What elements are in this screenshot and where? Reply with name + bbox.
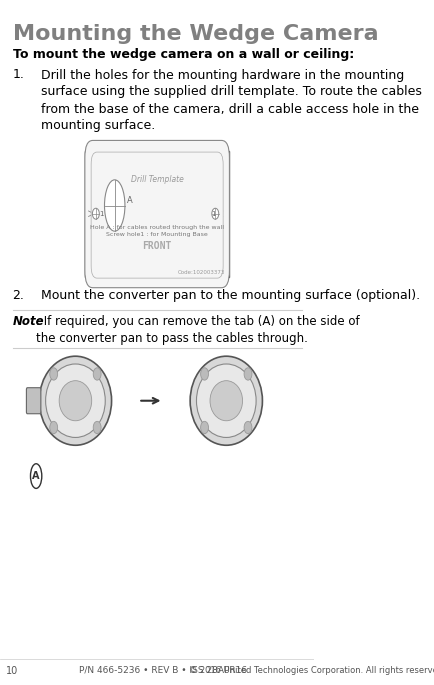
Text: FRONT: FRONT [142, 241, 172, 251]
Ellipse shape [244, 368, 252, 380]
Text: Drill the holes for the mounting hardware in the mounting
surface using the supp: Drill the holes for the mounting hardwar… [41, 68, 422, 132]
Ellipse shape [93, 421, 101, 434]
Text: 2.: 2. [13, 289, 24, 302]
Text: © 2016 United Technologies Corporation. All rights reserved: © 2016 United Technologies Corporation. … [189, 666, 434, 675]
Text: Mounting the Wedge Camera: Mounting the Wedge Camera [13, 24, 378, 44]
FancyBboxPatch shape [26, 388, 41, 414]
Text: 1: 1 [99, 211, 104, 216]
Ellipse shape [50, 421, 58, 434]
Ellipse shape [39, 356, 112, 445]
Text: To mount the wedge camera on a wall or ceiling:: To mount the wedge camera on a wall or c… [13, 48, 354, 61]
Ellipse shape [93, 368, 101, 380]
Text: 10: 10 [6, 666, 19, 676]
Ellipse shape [92, 208, 99, 219]
FancyBboxPatch shape [85, 151, 230, 277]
Ellipse shape [46, 364, 105, 438]
Text: Code:102003373: Code:102003373 [178, 271, 225, 275]
Text: A: A [127, 195, 132, 205]
FancyBboxPatch shape [85, 140, 230, 288]
Text: P/N 466-5236 • REV B • ISS 28APR16: P/N 466-5236 • REV B • ISS 28APR16 [79, 666, 247, 675]
Ellipse shape [201, 421, 208, 434]
Ellipse shape [59, 381, 92, 421]
Text: Mount the converter pan to the mounting surface (optional).: Mount the converter pan to the mounting … [41, 289, 420, 302]
Circle shape [30, 464, 42, 488]
Text: Screw hole1 : for Mounting Base: Screw hole1 : for Mounting Base [106, 232, 208, 236]
Ellipse shape [201, 368, 208, 380]
Text: 1: 1 [211, 211, 216, 216]
Text: A: A [33, 471, 40, 481]
Text: Note: Note [13, 315, 44, 328]
FancyBboxPatch shape [91, 152, 223, 278]
Ellipse shape [244, 421, 252, 434]
Ellipse shape [50, 368, 58, 380]
Text: Drill Template: Drill Template [131, 175, 184, 184]
Ellipse shape [105, 180, 125, 232]
Ellipse shape [197, 364, 256, 438]
Text: 1.: 1. [13, 68, 24, 82]
Ellipse shape [212, 208, 219, 219]
Ellipse shape [210, 381, 243, 421]
Text: Hole A : for cables routed through the wall: Hole A : for cables routed through the w… [90, 225, 224, 229]
Ellipse shape [190, 356, 263, 445]
Text: : If required, you can remove the tab (A) on the side of
the converter pan to pa: : If required, you can remove the tab (A… [36, 315, 360, 345]
